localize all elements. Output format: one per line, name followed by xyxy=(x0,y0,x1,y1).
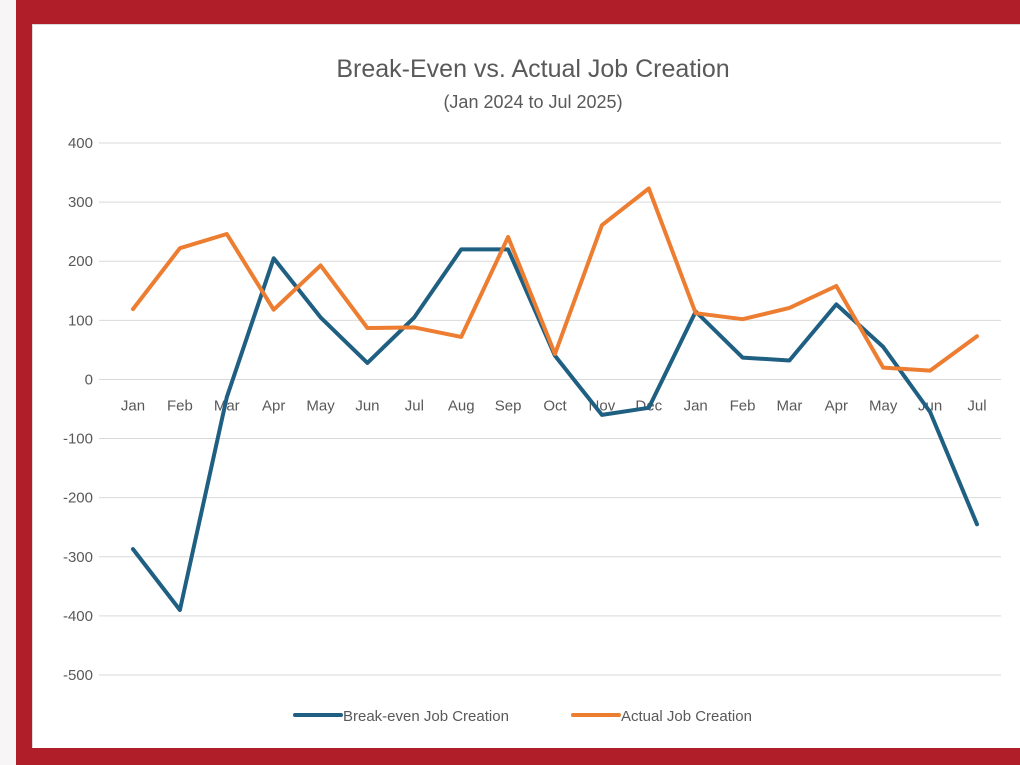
chart-card: Break-Even vs. Actual Job Creation (Jan … xyxy=(32,24,1020,748)
y-axis-ticks: 400 300 200 100 0 -100 -200 -300 -400 -500 xyxy=(63,135,93,684)
y-tick-label: -200 xyxy=(63,490,93,507)
x-tick-label: May xyxy=(869,397,898,414)
x-tick-label: Jan xyxy=(684,397,708,414)
chart-title: Break-Even vs. Actual Job Creation xyxy=(336,55,729,83)
series-line-actual xyxy=(131,186,979,373)
chart-legend: Break-even Job Creation Actual Job Creat… xyxy=(293,708,752,725)
x-tick-label: Mar xyxy=(777,397,803,414)
x-axis-ticks: Jan Feb Mar Apr May Jun Jul Aug Sep Oct Nov Dec Jan F… xyxy=(121,397,987,414)
x-tick-label: Aug xyxy=(448,397,475,414)
x-tick-label: Feb xyxy=(730,397,756,414)
x-tick-label: Jul xyxy=(967,397,986,414)
x-tick-label: Oct xyxy=(543,397,567,414)
x-tick-label: Jan xyxy=(121,397,145,414)
legend-label-actual: Actual Job Creation xyxy=(621,708,752,725)
y-tick-label: -100 xyxy=(63,431,93,448)
x-tick-label: Nov xyxy=(589,397,616,414)
chart-subtitle: (Jan 2024 to Jul 2025) xyxy=(443,92,622,112)
x-tick-label: Feb xyxy=(167,397,193,414)
x-tick-label: Sep xyxy=(495,397,522,414)
series-line-break-even xyxy=(131,247,979,612)
y-tick-label: 200 xyxy=(68,253,93,270)
line-chart: Break-Even vs. Actual Job Creation (Jan … xyxy=(63,55,1001,725)
x-tick-label: Apr xyxy=(262,397,285,414)
gridlines xyxy=(99,142,1001,676)
x-tick-label: Jul xyxy=(405,397,424,414)
series-lines xyxy=(131,186,979,612)
x-tick-label: May xyxy=(306,397,335,414)
x-tick-label: Apr xyxy=(825,397,848,414)
y-tick-label: 300 xyxy=(68,194,93,211)
y-tick-label: -500 xyxy=(63,667,93,684)
y-tick-label: 400 xyxy=(68,135,93,152)
x-tick-label: Jun xyxy=(355,397,379,414)
frame-left-strip xyxy=(0,0,16,765)
legend-label-break-even: Break-even Job Creation xyxy=(343,708,509,725)
y-tick-label: -300 xyxy=(63,549,93,566)
y-tick-label: 0 xyxy=(85,371,93,388)
y-tick-label: -400 xyxy=(63,608,93,625)
y-tick-label: 100 xyxy=(68,312,93,329)
